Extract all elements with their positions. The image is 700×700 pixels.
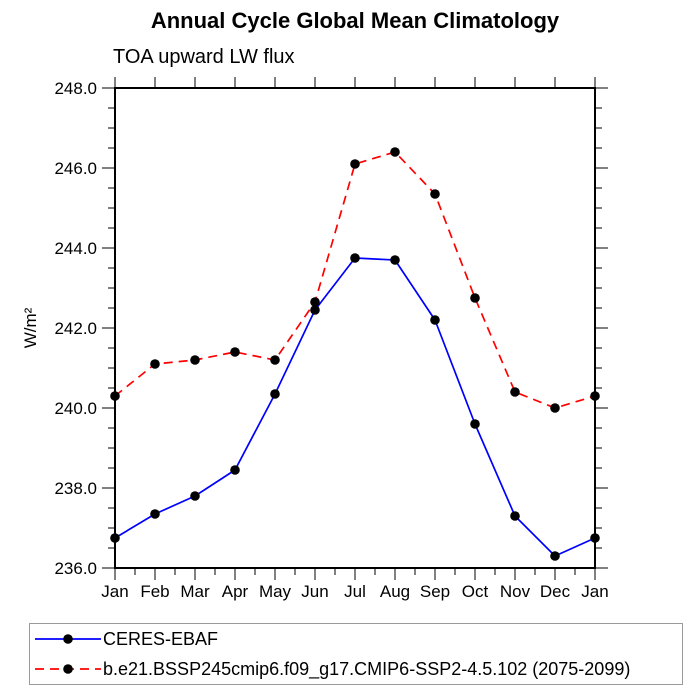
legend-label: CERES-EBAF [103, 629, 219, 649]
legend-marker [63, 664, 73, 674]
legend-line-sample [35, 634, 101, 644]
data-point [510, 387, 520, 397]
y-axis-tick-label: 238.0 [54, 479, 97, 498]
data-point [230, 347, 240, 357]
chart-title: Annual Cycle Global Mean Climatology [150, 8, 560, 33]
y-axis-tick-label: 242.0 [54, 319, 97, 338]
x-axis-tick-label: Sep [420, 582, 450, 601]
y-axis-tick-label: 244.0 [54, 239, 97, 258]
data-point [190, 355, 200, 365]
x-axis-tick-label: Nov [500, 582, 531, 601]
data-point [430, 189, 440, 199]
data-point [150, 359, 160, 369]
data-point [310, 297, 320, 307]
chart-subtitle: TOA upward LW flux [113, 46, 295, 68]
y-axis-title: W/m² [21, 307, 40, 348]
data-point [390, 147, 400, 157]
data-point [550, 403, 560, 413]
x-axis-tick-label: May [259, 582, 292, 601]
data-point [550, 551, 560, 561]
legend-item: CERES-EBAF [33, 624, 682, 654]
data-point [110, 533, 120, 543]
data-point [590, 391, 600, 401]
legend: CERES-EBAF b.e21.BSSP245cmip6.f09_g17.CMI… [29, 623, 683, 685]
x-axis-tick-label: Jun [301, 582, 328, 601]
data-point [310, 305, 320, 315]
data-point [510, 511, 520, 521]
x-axis-tick-label: Oct [462, 582, 489, 601]
series-line-1 [114, 151, 596, 409]
plot-area: Jan Feb Mar Apr May Jun Jul Aug Sep Oct Nov Dec Jan2… [21, 77, 609, 601]
x-axis-tick-label: Jan [101, 582, 128, 601]
data-point [470, 419, 480, 429]
data-point [190, 491, 200, 501]
x-axis-tick-label: Jul [344, 582, 366, 601]
data-point [150, 509, 160, 519]
series-line-0 [114, 257, 596, 557]
data-point [470, 293, 480, 303]
legend-label: b.e21.BSSP245cmip6.f09_g17.CMIP6-SSP2-4.… [103, 659, 631, 679]
data-point [230, 465, 240, 475]
y-axis-tick-label: 246.0 [54, 159, 97, 178]
x-axis-tick-label: Feb [140, 582, 169, 601]
data-point [350, 159, 360, 169]
x-axis-tick-label: Dec [540, 582, 571, 601]
legend-item: b.e21.BSSP245cmip6.f09_g17.CMIP6-SSP2-4.… [33, 654, 682, 684]
y-axis-tick-label: 240.0 [54, 399, 97, 418]
data-point [390, 255, 400, 265]
data-point [110, 391, 120, 401]
legend-line-sample [35, 664, 101, 674]
x-axis-tick-label: Jan [581, 582, 608, 601]
legend-marker [63, 634, 73, 644]
y-axis-tick-label: 236.0 [54, 559, 97, 578]
x-axis-tick-label: Apr [222, 582, 249, 601]
y-axis-tick-label: 248.0 [54, 79, 97, 98]
data-point [270, 389, 280, 399]
data-point [350, 253, 360, 263]
data-point [270, 355, 280, 365]
data-point [590, 533, 600, 543]
data-point [430, 315, 440, 325]
x-axis-tick-label: Mar [180, 582, 210, 601]
x-axis-tick-label: Aug [380, 582, 410, 601]
